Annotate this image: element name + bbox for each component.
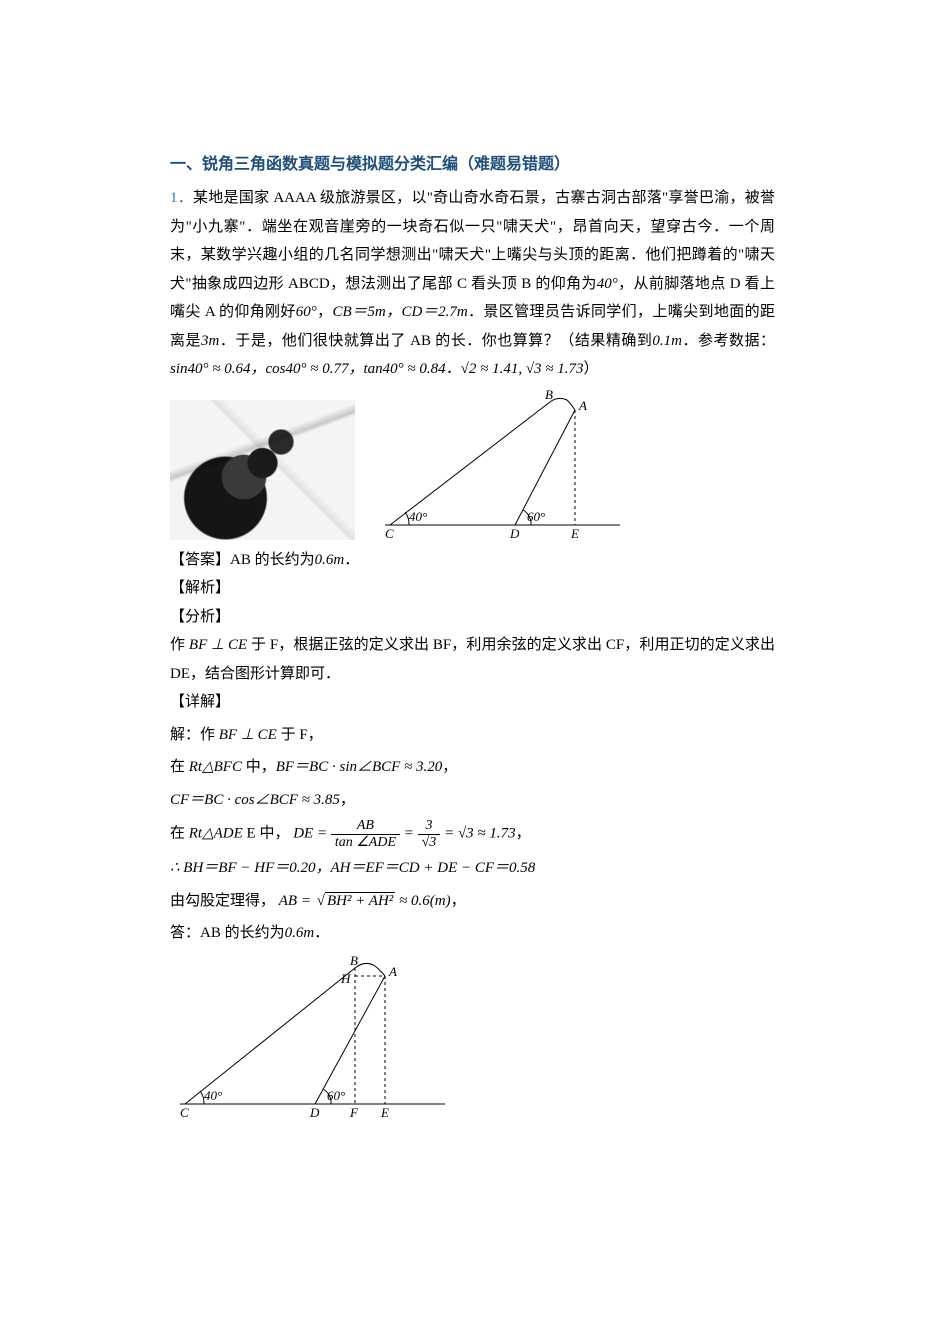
frac1-num: AB [331, 818, 400, 834]
question-paragraph: 1．某地是国家 AAAA 级旅游景区，以"奇山奇水奇石景，古寨古洞古部落"享誉巴… [170, 184, 775, 384]
xj3m: CF＝BC · cos∠BCF ≈ 3.85 [170, 792, 340, 808]
figure-row-1: C D E B A 40° 60° [170, 390, 775, 540]
xj1m: BF ⊥ CE [219, 727, 277, 743]
precision: 0.1m [652, 333, 682, 349]
line-DA2 [315, 976, 385, 1104]
label-60: 60° [527, 509, 545, 524]
fenxi-math: BF ⊥ CE [189, 637, 247, 653]
xj-line-6: 由勾股定理得， AB = √BH² + AH² ≈ 0.6(m)， [170, 887, 775, 916]
label2-E: E [380, 1105, 389, 1120]
label2-D: D [309, 1105, 320, 1120]
xj-line-3: CF＝BC · cos∠BCF ≈ 3.85， [170, 786, 775, 815]
label-A: A [578, 398, 587, 413]
xj6-rhs: ≈ 0.6(m) [399, 893, 451, 909]
frac1-den: tan ∠ADE [331, 835, 400, 850]
line-DA [515, 410, 575, 525]
cd-eq: ，CD＝2.7m [386, 304, 468, 320]
rock-photo [170, 400, 355, 540]
label2-F: F [349, 1105, 359, 1120]
xj1a: 解：作 [170, 727, 219, 743]
label-B: B [545, 390, 553, 402]
xj4m1: Rt△ADE [189, 826, 243, 842]
eq1: = [317, 826, 331, 842]
eq2: = [404, 826, 418, 842]
xj2m2: BF＝BC · sin∠BCF ≈ 3.20 [276, 759, 443, 775]
answer-line: 【答案】AB 的长约为0.6m． [170, 546, 775, 575]
ref-data: sin40° ≈ 0.64，cos40° ≈ 0.77，tan40° ≈ 0.8… [170, 361, 584, 377]
xj4a: 在 [170, 826, 189, 842]
answer-period: ． [344, 552, 359, 568]
xj6a: 由勾股定理得， [170, 893, 275, 909]
xj-line-7: 答：AB 的长约为0.6m． [170, 919, 775, 948]
section-title: 一、锐角三角函数真题与模拟题分类汇编（难题易错题） [170, 150, 775, 180]
curve-BA [550, 398, 575, 410]
dist-3m: 3m [201, 333, 219, 349]
xj4b: E 中， [243, 826, 290, 842]
label-40: 40° [409, 509, 427, 524]
xj4-lhs: DE [293, 826, 313, 842]
xiangjie-tag: 【详解】 [170, 688, 775, 717]
label2-60: 60° [327, 1088, 345, 1103]
question-number: 1． [170, 190, 193, 206]
answer-text: AB 的长约为 [230, 552, 315, 568]
xj7v: 0.6m [285, 925, 315, 941]
label-D: D [509, 526, 520, 540]
xj3c: ， [340, 792, 355, 808]
label-E: E [570, 526, 579, 540]
label2-C: C [180, 1105, 189, 1120]
xj2m1: Rt△BFC [189, 759, 242, 775]
xj7c: ． [314, 925, 329, 941]
frac-1: AB tan ∠ADE [331, 818, 400, 850]
answer-value: 0.6m [315, 552, 345, 568]
eq4: = [301, 893, 315, 909]
xj6c: ， [451, 893, 466, 909]
angle-60: 60° [296, 304, 317, 320]
jiexi-tag: 【解析】 [170, 574, 775, 603]
label2-H: H [340, 971, 351, 986]
xj-line-4: 在 Rt△ADE E 中， DE = AB tan ∠ADE = 3 √3 = … [170, 818, 775, 850]
label2-A: A [388, 964, 397, 979]
line-CB [390, 402, 550, 525]
diagram-1: C D E B A 40° 60° [375, 390, 625, 540]
xj1b: 于 F， [277, 727, 323, 743]
eq3: = [444, 826, 458, 842]
label2-B: B [350, 954, 358, 968]
xj-line-2: 在 Rt△BFC 中，BF＝BC · sin∠BCF ≈ 3.20， [170, 753, 775, 782]
xj7a: 答：AB 的长约为 [170, 925, 285, 941]
angle-40: 40° [597, 276, 618, 292]
xj4-rhs: √3 ≈ 1.73 [458, 826, 516, 842]
fenxi-tag: 【分析】 [170, 603, 775, 632]
question-body-5: ．参考数据： [682, 333, 775, 349]
frac2-num: 3 [418, 818, 441, 834]
xj2b: 中， [242, 759, 276, 775]
sqrt-inner: BH² + AH² [325, 892, 395, 909]
xj6-lhs: AB [279, 893, 297, 909]
sqrt-expr: √BH² + AH² [315, 887, 396, 916]
xj-line-1: 解：作 BF ⊥ CE 于 F， [170, 721, 775, 750]
xj2a: 在 [170, 759, 189, 775]
frac-2: 3 √3 [418, 818, 441, 850]
line-CB2 [185, 968, 355, 1104]
xj5m: ∴ BH＝BF − HF＝0.20，AH＝EF＝CD + DE − CF＝0.5… [170, 860, 535, 876]
question-body-4: ．于是，他们很快就算出了 AB 的长．你也算算？（结果精确到 [219, 333, 652, 349]
fenxi-b: 于 F，根据正弦的定义求出 BF，利用余弦的定义求出 CF，利用正切的定义求出 … [170, 637, 775, 682]
diagram-2: C D F E B H A 40° 60° [170, 954, 450, 1124]
fenxi-line: 作 BF ⊥ CE 于 F，根据正弦的定义求出 BF，利用余弦的定义求出 CF，… [170, 631, 775, 688]
fenxi-a: 作 [170, 637, 189, 653]
xj4c: ， [516, 826, 531, 842]
answer-tag: 【答案】 [170, 552, 230, 568]
xj-line-5: ∴ BH＝BF − HF＝0.20，AH＝EF＝CD + DE − CF＝0.5… [170, 854, 775, 883]
cb-eq: CB＝5m [333, 304, 386, 320]
curve-BA2 [355, 963, 385, 976]
label-C: C [385, 526, 394, 540]
close-paren: ） [584, 361, 599, 377]
document-page: 一、锐角三角函数真题与模拟题分类汇编（难题易错题） 1．某地是国家 AAAA 级… [0, 0, 945, 1184]
xj2c: ， [442, 759, 457, 775]
label2-40: 40° [204, 1088, 222, 1103]
comma: ， [317, 304, 333, 320]
frac2-den: √3 [418, 835, 441, 850]
